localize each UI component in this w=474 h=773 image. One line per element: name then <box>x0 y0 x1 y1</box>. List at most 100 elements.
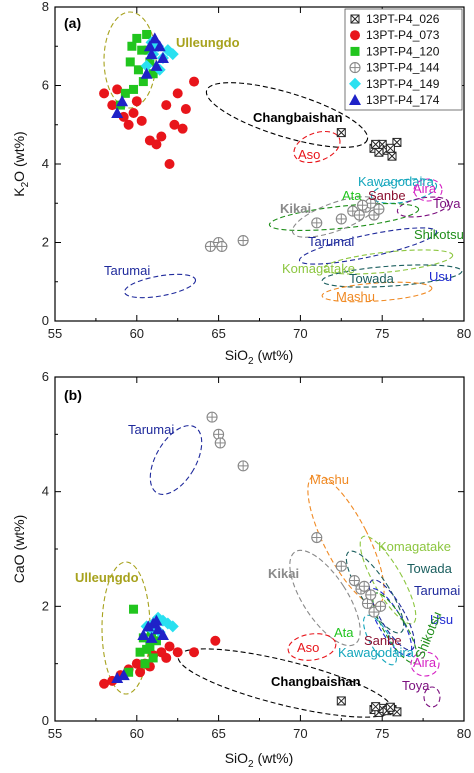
annot-a-toya: Toya <box>433 196 461 211</box>
data-point <box>374 147 384 157</box>
x-tick-label: 65 <box>211 326 225 341</box>
data-point <box>151 636 161 646</box>
data-point <box>164 159 175 169</box>
annot-a-aira: Aira <box>413 181 437 196</box>
y-tick-label: 0 <box>42 313 49 328</box>
data-point <box>169 119 180 130</box>
legend-box <box>344 8 463 111</box>
data-point <box>140 59 153 72</box>
data-point <box>135 667 146 678</box>
field-b-ellipse-11 <box>410 651 440 677</box>
data-point <box>335 213 347 225</box>
data-point <box>152 623 165 635</box>
data-point <box>180 104 191 115</box>
data-point <box>365 589 377 601</box>
annot-a-kawagodaira: Kawagodaira <box>358 174 435 189</box>
legend: 13PT-P4_026 13PT-P4_073 13PT-P4_120 13PT-P4… <box>344 8 463 111</box>
series-13PT-P4_174 <box>111 614 169 683</box>
x-tick-label: 60 <box>130 726 144 741</box>
data-point <box>137 45 147 55</box>
data-point <box>138 77 148 87</box>
legend-label: 13PT-P4_073 <box>366 28 440 42</box>
data-point <box>127 41 137 51</box>
data-point <box>123 119 134 130</box>
field-a-ellipse-1 <box>205 82 369 148</box>
field-a-ellipse-10 <box>322 249 454 275</box>
legend-marker <box>349 62 361 74</box>
data-point <box>153 40 166 52</box>
legend-marker <box>349 94 361 105</box>
field-a-ellipse-3 <box>370 178 438 204</box>
annot-b-kawagodaira: Kawagodaira <box>338 645 415 660</box>
y-tick-label: 8 <box>42 0 49 14</box>
series-13PT-P4_144 <box>204 197 385 252</box>
y-axis-label-b: CaO (wt%) <box>11 515 27 583</box>
data-point <box>107 100 118 111</box>
data-point <box>131 96 142 107</box>
series-13PT-P4_026 <box>336 128 402 161</box>
data-point <box>189 76 200 87</box>
x-axis-label-b: SiO2 (wt%) <box>225 750 294 770</box>
data-point <box>151 139 162 150</box>
y-tick-label: 2 <box>42 598 49 613</box>
data-point <box>206 411 218 423</box>
y-tick-label: 6 <box>42 369 49 384</box>
x-tick-label: 60 <box>130 326 144 341</box>
annot-a-ulleungdo: Ulleungdo <box>176 35 240 50</box>
field-b-ellipse-6 <box>367 587 413 657</box>
data-point <box>177 123 188 134</box>
legend-label: 13PT-P4_120 <box>366 44 440 58</box>
data-point <box>148 32 161 44</box>
panel-b: 55 60 65 70 75 80 0 2 4 6 (b) SiO2 (wt%) CaO (wt%… <box>11 369 471 770</box>
data-point <box>148 653 158 663</box>
annot-a-ata: Ata <box>342 188 362 203</box>
data-point <box>120 88 130 98</box>
x-tick-label: 80 <box>457 726 471 741</box>
data-point <box>150 59 163 71</box>
x-tick-label: 75 <box>375 726 389 741</box>
data-point <box>311 217 323 229</box>
annot-a-aso: Aso <box>298 147 320 162</box>
x-tick-label: 70 <box>293 726 307 741</box>
annot-a-usu: Usu <box>429 269 452 284</box>
field-b-ellipse-9 <box>287 633 337 661</box>
annot-b-shikotsu: Shikotsu <box>412 609 445 661</box>
legend-label: 13PT-P4_026 <box>366 12 440 26</box>
data-point <box>336 696 346 706</box>
data-point <box>142 620 155 632</box>
data-point <box>166 48 179 61</box>
data-point <box>145 48 158 60</box>
field-b-ellipse-13 <box>423 686 441 708</box>
field-b-ellipse-0 <box>149 425 203 495</box>
data-point <box>353 209 365 221</box>
annot-a-sanbe: Sanbe <box>368 188 406 203</box>
data-point <box>112 84 123 95</box>
legend-marker <box>350 14 360 24</box>
field-b-ellipse-2 <box>359 535 417 625</box>
legend-marker <box>350 30 360 41</box>
data-point <box>237 460 249 472</box>
data-point <box>99 678 110 689</box>
data-point <box>161 652 172 663</box>
field-a-ellipse-5 <box>396 196 450 218</box>
field-a-ellipse-9 <box>123 273 197 299</box>
data-point <box>145 57 155 67</box>
ellipses-a <box>103 11 463 303</box>
data-point <box>117 669 130 681</box>
data-point <box>111 672 124 683</box>
panel-a: 55 60 65 70 75 80 0 2 4 6 8 (a) SiO2 (wt%) K2O (wt… <box>11 0 471 367</box>
data-point <box>392 707 402 717</box>
x-axis-label-a: SiO2 (wt%) <box>225 347 294 367</box>
data-point <box>335 560 347 572</box>
x-tick-label: 65 <box>211 726 225 741</box>
annot-b-towada: Towada <box>407 561 453 576</box>
panel-label-a: (a) <box>64 15 81 31</box>
data-point <box>348 574 360 587</box>
data-point <box>371 139 381 149</box>
field-a-ellipse-7 <box>291 196 379 238</box>
data-point <box>172 647 183 658</box>
data-point <box>142 29 152 39</box>
x-tick-label: 55 <box>48 326 62 341</box>
annot-b-aso: Aso <box>297 640 319 655</box>
legend-label: 13PT-P4_149 <box>366 77 440 91</box>
